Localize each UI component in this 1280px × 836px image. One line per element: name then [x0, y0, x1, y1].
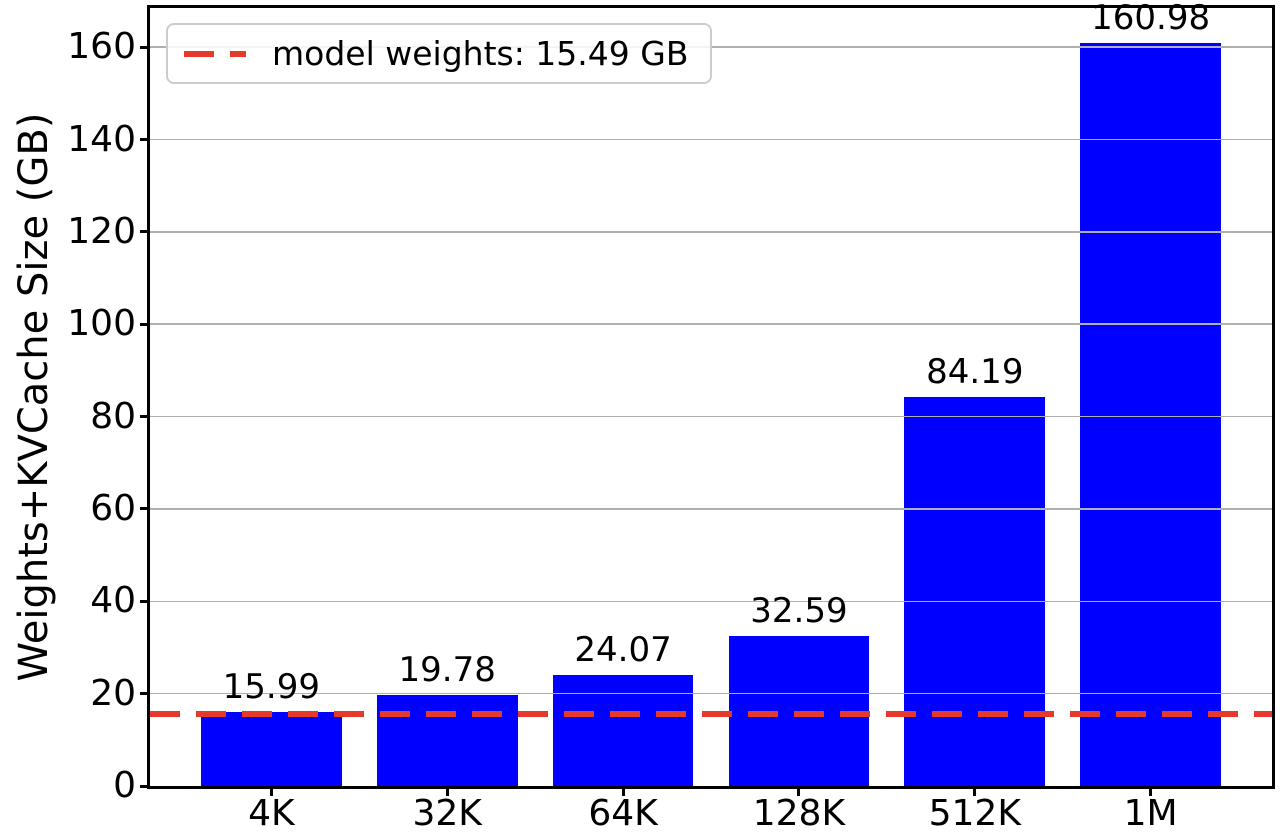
y-tick-mark	[140, 692, 150, 696]
x-tick-label: 128K	[752, 793, 846, 834]
y-tick-label: 120	[67, 210, 136, 252]
x-tick-label: 32K	[412, 793, 482, 834]
bar	[1080, 42, 1221, 786]
bar-value-label: 84.19	[926, 352, 1024, 393]
y-gridline	[150, 692, 1272, 695]
x-tick-label: 4K	[248, 793, 295, 834]
legend-dashed-line-icon	[184, 50, 246, 57]
y-gridline	[150, 231, 1272, 233]
y-tick-label: 80	[90, 395, 136, 437]
x-tick-mark	[973, 786, 977, 796]
bar	[376, 694, 518, 786]
x-tick-mark	[797, 786, 801, 796]
y-tick-mark	[140, 784, 150, 788]
y-tick-mark	[140, 599, 150, 603]
y-tick-mark	[140, 507, 150, 511]
y-tick-mark	[140, 322, 150, 326]
model-weights-dashed-line	[150, 711, 1272, 718]
bar-value-label: 32.59	[750, 590, 848, 631]
x-tick-mark	[269, 786, 273, 796]
bar	[201, 712, 342, 786]
bar	[904, 397, 1046, 786]
x-tick-mark	[621, 786, 625, 796]
y-tick-label: 0	[113, 765, 136, 806]
y-tick-label: 60	[90, 487, 136, 529]
y-tick-label: 140	[67, 118, 136, 160]
y-tick-label: 160	[67, 26, 136, 68]
y-tick-label: 20	[90, 672, 136, 714]
legend: model weights: 15.49 GB	[166, 23, 713, 84]
y-gridline	[150, 415, 1272, 418]
y-gridline	[150, 323, 1272, 326]
y-tick-mark	[140, 45, 150, 49]
y-tick-label: 100	[67, 303, 136, 345]
bar-value-label: 24.07	[574, 629, 672, 670]
bar	[552, 674, 694, 786]
y-gridline	[150, 600, 1272, 603]
legend-entry-label: model weights: 15.49 GB	[272, 34, 689, 73]
y-tick-mark	[140, 415, 150, 419]
bar	[728, 635, 870, 786]
y-tick-mark	[140, 138, 150, 142]
y-tick-label: 40	[90, 580, 136, 622]
x-tick-mark	[1149, 786, 1153, 796]
bar-value-label: 15.99	[222, 667, 321, 708]
y-gridline	[150, 508, 1272, 510]
y-tick-mark	[140, 230, 150, 234]
x-tick-label: 1M	[1123, 793, 1178, 834]
bar-value-label: 160.98	[1091, 0, 1211, 38]
x-tick-label: 64K	[588, 793, 658, 834]
y-gridline	[150, 138, 1272, 141]
x-tick-mark	[445, 786, 449, 796]
x-tick-label: 512K	[928, 793, 1021, 834]
bar-value-label: 19.78	[398, 649, 496, 690]
